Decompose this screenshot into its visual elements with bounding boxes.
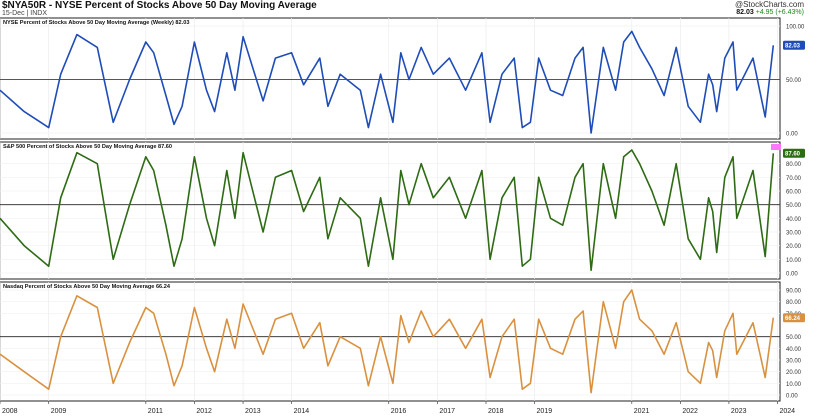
x-tick-label: 2013: [245, 408, 261, 415]
nasdaq-y-tick-label: 90.00: [786, 289, 802, 295]
x-tick-label: 2017: [439, 408, 455, 415]
nasdaq-y-tick-label: 30.00: [786, 359, 802, 365]
x-tick-label: 2012: [196, 408, 212, 415]
nyse-y-tick-label: 50.00: [786, 78, 802, 84]
nasdaq-y-tick-label: 80.00: [786, 300, 802, 306]
sp500-series-line: [0, 149, 775, 272]
stockcharts-logo: @StockCharts.com: [734, 0, 804, 9]
x-tick-label: 2011: [148, 408, 163, 415]
sp500-y-tick-label: 0.00: [786, 272, 798, 278]
x-tick-label: 2023: [731, 408, 747, 415]
x-tick-label: 2021: [634, 408, 650, 415]
nyse-panel-label: NYSE Percent of Stocks Above 50 Day Movi…: [3, 20, 189, 26]
sp500-y-tick-label: 20.00: [786, 244, 802, 250]
sp500-panel-label: S&P 500 Percent of Stocks Above 50 Day M…: [3, 144, 172, 150]
sp500-y-tick-label: 70.00: [786, 176, 802, 182]
nyse-y-tick-label: 0.00: [786, 132, 798, 138]
x-tick-label: 2022: [682, 408, 698, 415]
chart-title: $NYA50R - NYSE Percent of Stocks Above 5…: [2, 0, 317, 11]
nasdaq-y-tick-label: 40.00: [786, 347, 802, 353]
sp500-y-tick-label: 30.00: [786, 231, 802, 237]
x-tick-label: 2008: [2, 408, 18, 415]
sp500-marker: [771, 144, 781, 150]
sp500-y-tick-label: 40.00: [786, 217, 802, 223]
x-tick-label: 2024: [779, 408, 795, 415]
x-tick-label: 2016: [391, 408, 407, 415]
last-value: 82.03: [736, 9, 754, 16]
quote-readout: 82.03 +4.95 (+6.43%): [736, 9, 804, 16]
nasdaq-series-line: [0, 289, 775, 394]
sp500-y-tick-label: 50.00: [786, 203, 802, 209]
chart-subtitle: 15-Dec | INDX: [2, 10, 47, 17]
sp500-panel-frame: [0, 141, 781, 280]
nyse-y-tick-label: 100.00: [786, 25, 805, 31]
sp500-last-value-badge: [783, 148, 805, 158]
nyse-series-line: [0, 30, 775, 134]
nasdaq-last-value-text: 66.24: [785, 316, 801, 322]
nasdaq-y-tick-label: 20.00: [786, 370, 802, 376]
x-axis-band: [0, 401, 826, 417]
nasdaq-last-value-badge: [783, 313, 805, 323]
price-change: +4.95 (+6.43%): [755, 9, 804, 16]
nasdaq-y-tick-label: 10.00: [786, 382, 802, 388]
nyse-last-value-badge: [783, 40, 805, 50]
nyse-last-value-text: 82.03: [785, 44, 801, 50]
x-tick-label: 2014: [294, 408, 310, 415]
x-tick-label: 2019: [537, 408, 553, 415]
x-tick-label: 2009: [51, 408, 67, 415]
nasdaq-panel-label: Nasdaq Percent of Stocks Above 50 Day Mo…: [3, 284, 171, 290]
sp500-y-tick-label: 80.00: [786, 162, 802, 168]
nasdaq-y-tick-label: 0.00: [786, 394, 798, 400]
sp500-y-tick-label: 60.00: [786, 190, 802, 196]
nasdaq-y-tick-label: 50.00: [786, 335, 802, 341]
sp500-y-tick-label: 10.00: [786, 258, 802, 264]
nyse-panel-frame: [0, 17, 781, 140]
sp500-last-value-text: 87.60: [785, 152, 801, 158]
x-tick-label: 2018: [488, 408, 504, 415]
